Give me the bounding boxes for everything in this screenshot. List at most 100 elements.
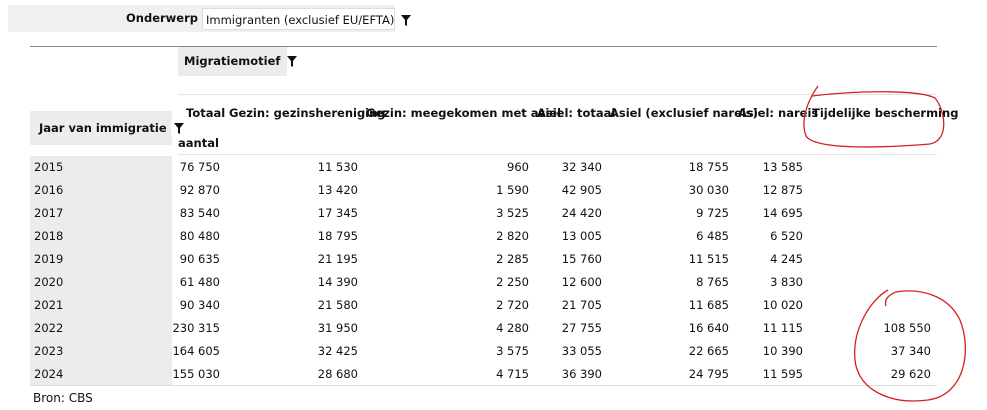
table-cell: 13 420 [317,183,358,197]
table-cell: 42 905 [561,183,602,197]
filter-icon[interactable] [284,54,300,70]
table-cell: 2 720 [496,298,529,312]
table-cell: 17 345 [317,206,358,220]
row-label: 2023 [30,340,172,363]
table-cell: 11 115 [762,321,803,335]
table-cell: 14 695 [762,206,803,220]
column-header: Totaal [186,106,226,120]
table-cell: 11 515 [688,252,729,266]
column-header: Gezin: meegekomen met asiel [366,106,562,120]
table-cell: 11 685 [688,298,729,312]
table-cell: 90 340 [179,298,220,312]
row-label: 2019 [30,248,172,271]
annotation-circle [854,289,967,402]
table-cell: 164 605 [172,344,220,358]
table-cell: 1 590 [496,183,529,197]
filter-icon[interactable] [398,13,414,29]
table-cell: 24 795 [688,367,729,381]
unit: aantal [178,136,219,150]
table-cell: 4 280 [496,321,529,335]
bottom-rule [30,385,937,386]
table-cell: 13 005 [561,229,602,243]
row-label: 2020 [30,271,172,294]
header-rule [178,94,937,95]
table-cell: 6 520 [770,229,803,243]
table-cell: 230 315 [172,321,220,335]
table-cell: 76 750 [179,160,220,174]
table-cell: 21 580 [317,298,358,312]
row-dimension-label: Jaar van immigratie [39,121,167,135]
column-dimension[interactable]: Migratiemotief [178,47,298,76]
divider [30,46,937,47]
table-cell: 32 425 [317,344,358,358]
table-cell: 37 340 [890,344,931,358]
table-cell: 2 285 [496,252,529,266]
table-cell: 9 725 [696,206,729,220]
table-cell: 11 530 [317,160,358,174]
annotation-circle [803,85,945,148]
table-cell: 6 485 [696,229,729,243]
unit-rule [178,154,937,155]
row-label: 2021 [30,294,172,317]
table-cell: 3 830 [770,275,803,289]
table-cell: 11 595 [762,367,803,381]
filter-value[interactable]: Immigranten (exclusief EU/EFTA) [202,8,411,30]
filter-icon[interactable] [170,120,187,137]
table-cell: 83 540 [179,206,220,220]
filter-glyph [401,15,411,26]
table-cell: 2 820 [496,229,529,243]
table-cell: 16 640 [688,321,729,335]
table-cell: 12 875 [762,183,803,197]
table-cell: 61 480 [179,275,220,289]
table-cell: 22 665 [688,344,729,358]
row-label: 2022 [30,317,172,340]
table-cell: 32 340 [561,160,602,174]
table-cell: 92 870 [179,183,220,197]
column-header: Asiel: nareis [738,106,819,120]
table-cell: 21 195 [317,252,358,266]
column-header: Gezin: gezinshereniging [229,106,386,120]
table-cell: 14 390 [317,275,358,289]
row-label: 2016 [30,179,172,202]
table-cell: 8 765 [696,275,729,289]
table-cell: 10 390 [762,344,803,358]
table-cell: 4 715 [496,367,529,381]
table-cell: 10 020 [762,298,803,312]
table-cell: 155 030 [172,367,220,381]
table-cell: 2 250 [496,275,529,289]
filter-label: Onderwerp [126,11,198,25]
column-dimension-label: Migratiemotief [184,54,281,68]
filter-value-text: Immigranten (exclusief EU/EFTA) [206,13,395,27]
filter-glyph [287,56,298,67]
table-cell: 31 950 [317,321,358,335]
table-cell: 30 030 [688,183,729,197]
table-cell: 27 755 [561,321,602,335]
row-dimension[interactable]: Jaar van immigratie [30,111,187,145]
table-cell: 960 [507,160,529,174]
table-cell: 33 055 [561,344,602,358]
column-header: Asiel: totaal [537,106,616,120]
column-header: Tijdelijke bescherming [812,106,959,120]
table-cell: 24 420 [561,206,602,220]
table-cell: 15 760 [561,252,602,266]
filter-glyph [173,123,184,134]
table-cell: 12 600 [561,275,602,289]
table-cell: 3 525 [496,206,529,220]
row-label: 2024 [30,363,172,386]
table-cell: 29 620 [890,367,931,381]
table-cell: 18 755 [688,160,729,174]
source: Bron: CBS [33,391,93,405]
row-label: 2018 [30,225,172,248]
table-cell: 108 550 [883,321,931,335]
table-cell: 4 245 [770,252,803,266]
table-cell: 21 705 [561,298,602,312]
table-cell: 36 390 [561,367,602,381]
column-header: Asiel (exclusief nareis) [610,106,758,120]
row-label: 2017 [30,202,172,225]
table-cell: 28 680 [317,367,358,381]
table-cell: 18 795 [317,229,358,243]
table-cell: 3 575 [496,344,529,358]
row-label: 2015 [30,156,172,179]
